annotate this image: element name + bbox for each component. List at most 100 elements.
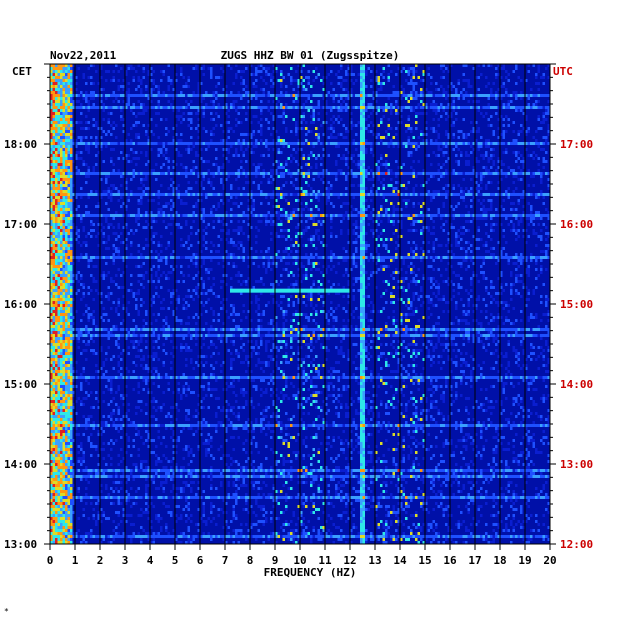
spectrogram-cell xyxy=(232,172,235,175)
spectrogram-cell xyxy=(107,208,110,211)
spectrogram-cell xyxy=(60,238,63,241)
spectrogram-cell xyxy=(242,94,245,97)
spectrogram-cell xyxy=(77,193,80,196)
spectrogram-cell xyxy=(202,244,205,247)
spectrogram-cell xyxy=(402,94,405,97)
spectrogram-cell xyxy=(135,151,138,154)
spectrogram-cell xyxy=(320,271,323,274)
spectrogram-cell xyxy=(297,214,300,217)
spectrogram-cell xyxy=(95,139,98,142)
spectrogram-cell xyxy=(62,70,65,73)
spectrogram-cell xyxy=(92,64,95,67)
spectrogram-cell xyxy=(202,64,205,67)
spectrogram-cell xyxy=(282,118,285,121)
spectrogram-cell xyxy=(302,256,305,259)
spectrogram-cell xyxy=(57,223,60,226)
spectrogram-cell xyxy=(127,199,130,202)
spectrogram-cell xyxy=(297,226,300,229)
spectrogram-cell xyxy=(292,118,295,121)
spectrogram-cell xyxy=(245,172,248,175)
spectrogram-cell xyxy=(422,172,425,175)
spectrogram-cell xyxy=(165,127,168,130)
spectrogram-cell xyxy=(400,256,403,259)
spectrogram-cell xyxy=(307,70,310,73)
spectrogram-cell xyxy=(117,226,120,229)
spectrogram-cell xyxy=(362,166,365,169)
spectrogram-cell xyxy=(57,274,60,277)
spectrogram-cell xyxy=(317,196,320,199)
spectrogram-cell xyxy=(60,274,63,277)
spectrogram-cell xyxy=(462,94,465,97)
spectrogram-cell xyxy=(117,88,120,91)
spectrogram-cell xyxy=(447,94,450,97)
spectrogram-cell xyxy=(137,193,140,196)
spectrogram-cell xyxy=(457,193,460,196)
spectrogram-cell xyxy=(160,106,163,109)
spectrogram-cell xyxy=(505,148,508,151)
spectrogram-cell xyxy=(450,85,453,88)
spectrogram-cell xyxy=(540,265,543,268)
spectrogram-cell xyxy=(470,142,473,145)
spectrogram-cell xyxy=(287,229,290,232)
spectrogram-cell xyxy=(140,253,143,256)
spectrogram-cell xyxy=(500,205,503,208)
spectrogram-cell xyxy=(400,142,403,145)
spectrogram-cell xyxy=(52,124,55,127)
spectrogram-cell xyxy=(457,160,460,163)
spectrogram-cell xyxy=(50,79,53,82)
spectrogram-cell xyxy=(67,253,70,256)
spectrogram-cell xyxy=(367,103,370,106)
spectrogram-cell xyxy=(390,94,393,97)
spectrogram-cell xyxy=(132,193,135,196)
spectrogram-cell xyxy=(325,94,328,97)
spectrogram-cell xyxy=(75,229,78,232)
spectrogram-cell xyxy=(527,103,530,106)
spectrogram-cell xyxy=(65,217,68,220)
spectrogram-cell xyxy=(150,148,153,151)
spectrogram-cell xyxy=(360,133,363,136)
spectrogram-cell xyxy=(320,241,323,244)
spectrogram-cell xyxy=(490,193,493,196)
spectrogram-cell xyxy=(537,82,540,85)
spectrogram-cell xyxy=(127,91,130,94)
spectrogram-cell xyxy=(297,208,300,211)
spectrogram-cell xyxy=(445,169,448,172)
spectrogram-cell xyxy=(215,208,218,211)
spectrogram-cell xyxy=(105,256,108,259)
spectrogram-cell xyxy=(337,172,340,175)
spectrogram-cell xyxy=(367,166,370,169)
spectrogram-cell xyxy=(385,106,388,109)
spectrogram-cell xyxy=(265,250,268,253)
spectrogram-cell xyxy=(192,160,195,163)
spectrogram-cell xyxy=(55,106,58,109)
spectrogram-cell xyxy=(537,118,540,121)
spectrogram-cell xyxy=(55,184,58,187)
spectrogram-cell xyxy=(362,151,365,154)
spectrogram-cell xyxy=(485,139,488,142)
spectrogram-cell xyxy=(145,175,148,178)
spectrogram-cell xyxy=(55,238,58,241)
spectrogram-cell xyxy=(337,70,340,73)
spectrogram-cell xyxy=(422,70,425,73)
spectrogram-cell xyxy=(162,214,165,217)
spectrogram-cell xyxy=(55,226,58,229)
spectrogram-cell xyxy=(480,154,483,157)
spectrogram-cell xyxy=(332,115,335,118)
spectrogram-cell xyxy=(272,70,275,73)
spectrogram-cell xyxy=(190,100,193,103)
spectrogram-cell xyxy=(232,142,235,145)
spectrogram-cell xyxy=(277,160,280,163)
spectrogram-cell xyxy=(397,91,400,94)
spectrogram-cell xyxy=(100,256,103,259)
spectrogram-cell xyxy=(187,256,190,259)
spectrogram-cell xyxy=(250,205,253,208)
spectrogram-cell xyxy=(465,241,468,244)
spectrogram-cell xyxy=(437,193,440,196)
spectrogram-cell xyxy=(405,256,408,259)
spectrogram-cell xyxy=(165,94,168,97)
spectrogram-cell xyxy=(375,136,378,139)
spectrogram-cell xyxy=(337,214,340,217)
spectrogram-cell xyxy=(117,157,120,160)
spectrogram-cell xyxy=(50,163,53,166)
spectrogram-cell xyxy=(167,241,170,244)
